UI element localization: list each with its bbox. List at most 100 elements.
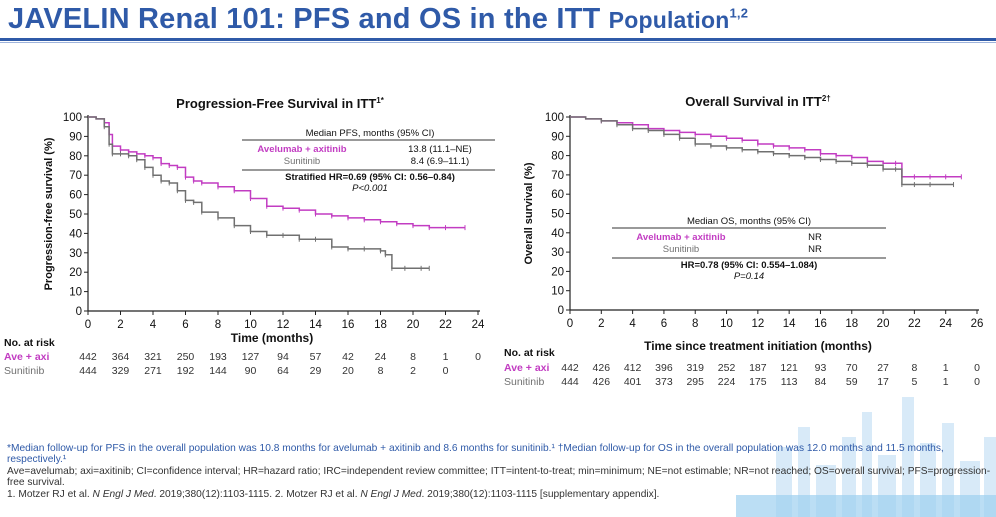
median-row-value: 13.8 (11.1–NE) <box>408 144 472 155</box>
median-row-value: NR <box>808 232 822 243</box>
x-tick-label: 6 <box>182 319 188 331</box>
y-tick-label: 70 <box>69 170 82 182</box>
at-risk-value: 192 <box>177 365 195 377</box>
footnote-abbreviations: Ave=avelumab; axi=axitinib; CI=confidenc… <box>7 465 991 489</box>
at-risk-label-sunitinib: Sunitinib <box>4 365 44 377</box>
x-tick-label: 0 <box>85 319 91 331</box>
x-tick-label: 2 <box>117 319 123 331</box>
at-risk-label-sunitinib: Sunitinib <box>504 376 544 388</box>
at-risk-value: 1 <box>943 362 949 374</box>
y-tick-label: 40 <box>69 228 82 240</box>
at-risk-value: 5 <box>911 376 917 388</box>
x-axis-label: Time (months) <box>231 331 313 345</box>
at-risk-value: 175 <box>749 376 767 388</box>
x-tick-label: 10 <box>720 318 733 330</box>
at-risk-value: 17 <box>877 376 889 388</box>
at-risk-value: 329 <box>112 365 130 377</box>
at-risk-value: 113 <box>781 376 798 388</box>
ref2-post: . 2019;380(12):1103-1115 [supplementary … <box>421 488 660 500</box>
pfs-chart: Progression-Free Survival in ITT1*010203… <box>4 96 495 377</box>
y-tick-label: 0 <box>558 305 564 317</box>
chart-title-sup: 2† <box>822 94 831 103</box>
median-row-label: Sunitinib <box>284 156 320 167</box>
at-risk-heading: No. at risk <box>504 347 555 359</box>
chart-title-sup: 1* <box>376 96 384 105</box>
title-superscript: 1,2 <box>729 5 749 21</box>
x-tick-label: 4 <box>150 319 157 331</box>
at-risk-value: 319 <box>686 362 704 374</box>
at-risk-value: 59 <box>846 376 858 388</box>
series-line-avelumab-axitinib <box>570 116 962 178</box>
median-row-label: Avelumab + axitinib <box>257 144 346 155</box>
at-risk-value: 84 <box>815 376 827 388</box>
at-risk-value: 127 <box>242 351 260 363</box>
at-risk-value: 364 <box>112 351 130 363</box>
title-small: Population <box>608 7 730 33</box>
at-risk-value: 426 <box>593 376 611 388</box>
title-main: JAVELIN Renal 101: PFS and OS in the ITT <box>8 3 609 35</box>
ref1-journal: N Engl J Med <box>92 488 154 500</box>
at-risk-value: 1 <box>943 376 949 388</box>
at-risk-value: 70 <box>846 362 858 374</box>
at-risk-value: 121 <box>780 362 798 374</box>
y-tick-label: 70 <box>551 170 564 182</box>
y-tick-label: 20 <box>551 266 564 278</box>
median-row-value: NR <box>808 244 822 255</box>
x-tick-label: 22 <box>439 319 452 331</box>
title-rule <box>0 38 996 41</box>
at-risk-value: 396 <box>655 362 673 374</box>
y-tick-label: 50 <box>551 209 564 221</box>
at-risk-value: 2 <box>410 365 416 377</box>
y-tick-label: 10 <box>69 287 82 299</box>
at-risk-value: 224 <box>718 376 736 388</box>
y-tick-label: 90 <box>69 131 82 143</box>
at-risk-value: 250 <box>177 351 195 363</box>
y-axis-label: Overall survival (%) <box>523 162 535 264</box>
x-tick-label: 22 <box>908 318 921 330</box>
at-risk-value: 20 <box>342 365 354 377</box>
y-tick-label: 10 <box>551 286 564 298</box>
at-risk-heading: No. at risk <box>4 337 55 349</box>
at-risk-label-ave-axi: Ave + axi <box>4 351 50 363</box>
x-tick-label: 26 <box>971 318 984 330</box>
at-risk-value: 90 <box>245 365 257 377</box>
at-risk-value: 93 <box>815 362 827 374</box>
median-row-value: 8.4 (6.9–11.1) <box>411 156 469 167</box>
os-chart: Overall Survival in ITT2†010203040506070… <box>504 94 984 388</box>
at-risk-value: 412 <box>624 362 642 374</box>
at-risk-label-ave-axi: Ave + axi <box>504 362 550 374</box>
y-tick-label: 50 <box>69 209 82 221</box>
at-risk-value: 8 <box>410 351 416 363</box>
at-risk-value: 42 <box>342 351 354 363</box>
city-skyline-decoration <box>736 397 996 517</box>
series-line-sunitinib <box>570 116 954 186</box>
chart-title: Overall Survival in ITT2† <box>685 94 830 109</box>
x-tick-label: 24 <box>472 319 485 331</box>
at-risk-value: 193 <box>209 351 227 363</box>
y-axis-label: Progression-free survival (%) <box>43 137 55 290</box>
x-tick-label: 8 <box>215 319 221 331</box>
at-risk-value: 271 <box>144 365 162 377</box>
at-risk-value: 321 <box>144 351 162 363</box>
series-line-sunitinib <box>88 116 430 270</box>
at-risk-value: 24 <box>375 351 387 363</box>
at-risk-value: 29 <box>310 365 322 377</box>
hazard-ratio: HR=0.78 (95% CI: 0.554–1.084) <box>681 260 818 271</box>
x-tick-label: 24 <box>939 318 952 330</box>
at-risk-value: 426 <box>593 362 611 374</box>
x-tick-label: 4 <box>629 318 636 330</box>
y-tick-label: 80 <box>551 151 564 163</box>
at-risk-value: 64 <box>277 365 289 377</box>
title-rule-thin <box>0 42 996 43</box>
x-tick-label: 6 <box>661 318 667 330</box>
at-risk-value: 94 <box>277 351 289 363</box>
x-tick-label: 12 <box>751 318 764 330</box>
y-tick-label: 20 <box>69 267 82 279</box>
at-risk-value: 295 <box>686 376 704 388</box>
at-risk-value: 444 <box>561 376 579 388</box>
x-axis-label: Time since treatment initiation (months) <box>644 339 872 353</box>
x-tick-label: 10 <box>244 319 257 331</box>
median-table-header: Median PFS, months (95% CI) <box>306 128 435 139</box>
x-tick-label: 20 <box>877 318 890 330</box>
y-tick-label: 100 <box>63 112 82 124</box>
